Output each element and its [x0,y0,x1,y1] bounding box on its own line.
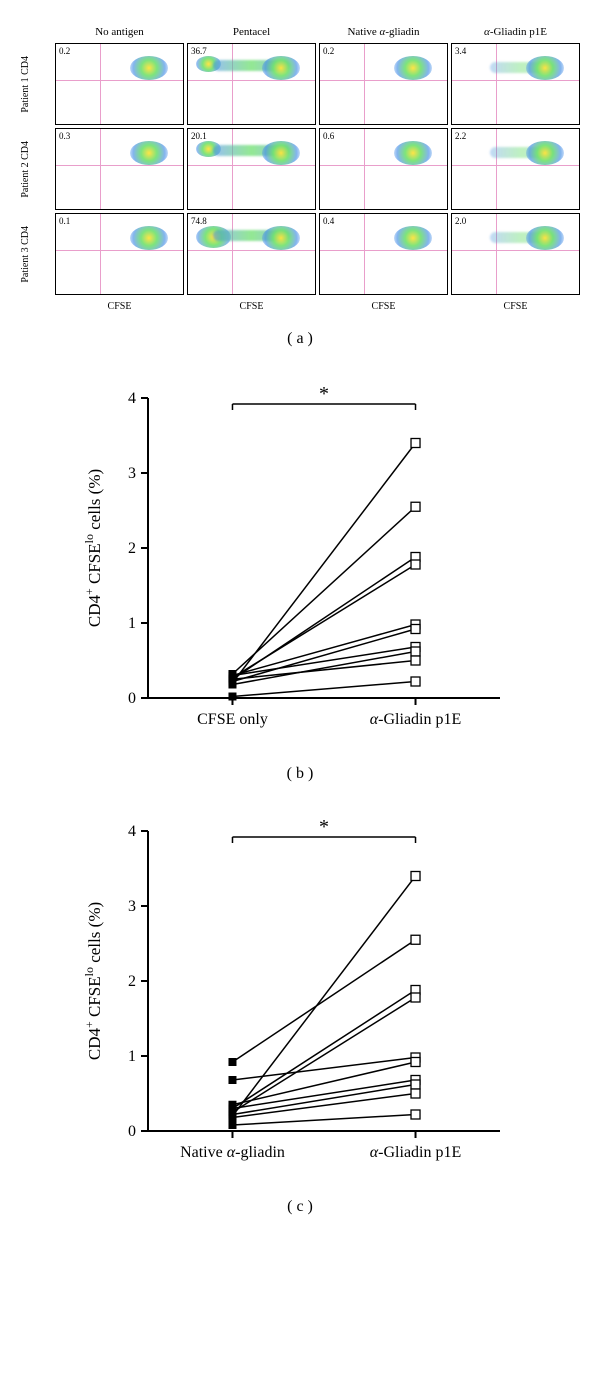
x-category-label: CFSE only [197,711,268,728]
svg-text:*: * [319,816,329,838]
panel-a: No antigenPentacelNative α-gliadinα-Glia… [20,20,580,348]
panel-c-label: ( c ) [80,1198,520,1216]
panel-a-colhead: No antigen [55,26,184,40]
facs-plot: 0.6 [319,128,448,210]
facs-plot: 0.3 [55,128,184,210]
y-axis-label: CD4+ CFSElo cells (%) [82,469,104,627]
panel-a-colhead: Native α-gliadin [319,26,448,40]
svg-text:2: 2 [128,540,136,557]
panel-a-xlabel: CFSE [187,298,316,318]
panel-b-label: ( b ) [80,765,520,783]
svg-text:3: 3 [128,465,136,482]
facs-plot: 3.4 [451,43,580,125]
facs-plot: 0.1 [55,213,184,295]
panel-a-label: ( a ) [20,330,580,348]
x-category-label: α-Gliadin p1E [370,711,462,728]
svg-text:0: 0 [128,690,136,707]
facs-plot: 74.8 [187,213,316,295]
svg-text:4: 4 [128,823,136,840]
facs-plot: 0.2 [319,43,448,125]
panel-a-rowhead: Patient 2 CD4 [20,141,52,198]
panel-a-colhead: Pentacel [187,26,316,40]
facs-plot: 0.4 [319,213,448,295]
facs-plot: 20.1 [187,128,316,210]
panel-a-xlabel: CFSE [451,298,580,318]
panel-c: 0 1 2 3 4 Native α-gliadin α-Gliadin p1E CD4+ … [80,801,520,1216]
svg-text:0: 0 [128,1123,136,1140]
facs-plot: 2.0 [451,213,580,295]
facs-plot: 36.7 [187,43,316,125]
panel-a-rowhead: Patient 1 CD4 [20,56,52,113]
svg-text:4: 4 [128,390,136,407]
panel-a-xlabel: CFSE [319,298,448,318]
svg-text:1: 1 [128,615,136,632]
y-axis-label: CD4+ CFSElo cells (%) [82,902,104,1060]
panel-a-colhead: α-Gliadin p1E [451,26,580,40]
facs-plot: 0.2 [55,43,184,125]
x-category-label: Native α-gliadin [180,1144,285,1161]
svg-text:3: 3 [128,898,136,915]
x-category-label: α-Gliadin p1E [370,1144,462,1161]
facs-plot: 2.2 [451,128,580,210]
svg-text:2: 2 [128,973,136,990]
panel-a-rowhead: Patient 3 CD4 [20,226,52,283]
panel-a-xlabel: CFSE [55,298,184,318]
svg-text:*: * [319,383,329,405]
svg-text:1: 1 [128,1048,136,1065]
panel-b: 0 1 2 3 4 CFSE only α-Gliadin p1E CD4+ CFSElo … [80,368,520,783]
